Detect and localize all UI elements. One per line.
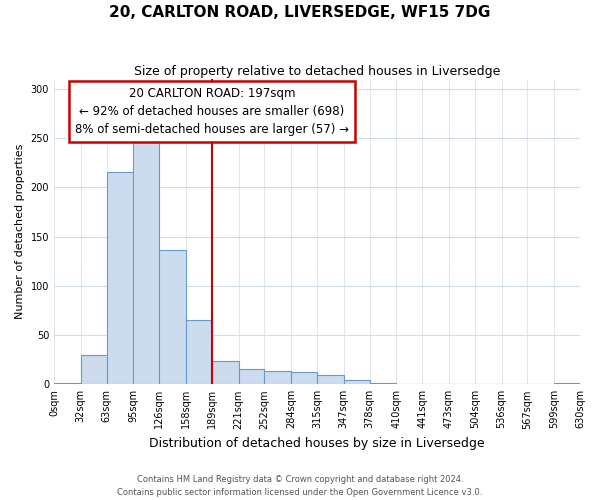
- Bar: [317, 376, 344, 384]
- Bar: [107, 172, 133, 384]
- Bar: [239, 368, 265, 384]
- Text: 20 CARLTON ROAD: 197sqm
← 92% of detached houses are smaller (698)
8% of semi-de: 20 CARLTON ROAD: 197sqm ← 92% of detache…: [75, 87, 349, 136]
- Title: Size of property relative to detached houses in Liversedge: Size of property relative to detached ho…: [134, 65, 500, 78]
- Y-axis label: Number of detached properties: Number of detached properties: [15, 144, 25, 320]
- Bar: [265, 370, 291, 384]
- Bar: [133, 142, 159, 384]
- Text: Contains HM Land Registry data © Crown copyright and database right 2024.
Contai: Contains HM Land Registry data © Crown c…: [118, 475, 482, 497]
- Bar: [81, 355, 107, 384]
- Bar: [344, 380, 370, 384]
- Bar: [159, 250, 186, 384]
- X-axis label: Distribution of detached houses by size in Liversedge: Distribution of detached houses by size …: [149, 437, 485, 450]
- Bar: [212, 360, 239, 384]
- Text: 20, CARLTON ROAD, LIVERSEDGE, WF15 7DG: 20, CARLTON ROAD, LIVERSEDGE, WF15 7DG: [109, 5, 491, 20]
- Bar: [186, 320, 212, 384]
- Bar: [291, 372, 317, 384]
